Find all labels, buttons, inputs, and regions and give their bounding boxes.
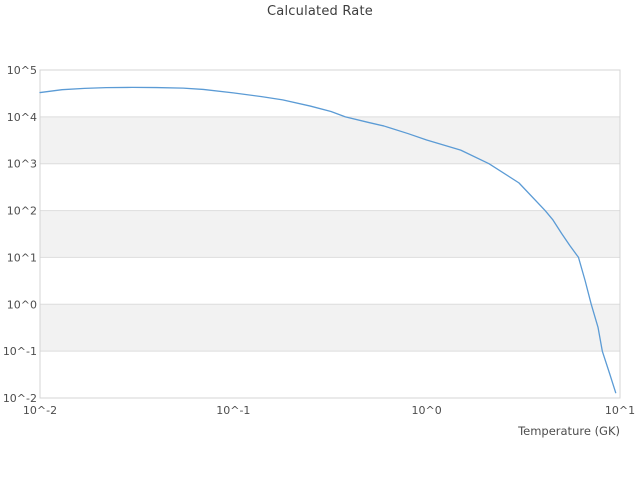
y-tick-label: 10^2 [7, 205, 37, 218]
y-tick-label: 10^3 [7, 158, 37, 171]
plot-border [39, 69, 621, 399]
grid-band [40, 304, 620, 352]
y-tick-label: 10^1 [7, 251, 37, 264]
y-tick-label: 10^-1 [3, 345, 37, 358]
y-tick-label: 10^0 [7, 298, 37, 311]
x-axis-title: Temperature (GK) [518, 424, 620, 438]
x-tick-label: 10^0 [412, 404, 442, 417]
y-tick-label: 10^-2 [3, 392, 37, 405]
y-tick-label: 10^5 [7, 64, 37, 77]
chart-title: Calculated Rate [267, 4, 373, 19]
x-tick-label: 10^-2 [23, 404, 57, 417]
grid-band [40, 116, 620, 164]
x-tick-label: 10^1 [605, 404, 635, 417]
rate-curve [39, 86, 617, 394]
grid-band [40, 210, 620, 258]
x-tick-label: 10^-1 [216, 404, 250, 417]
y-tick-label: 10^4 [7, 111, 37, 124]
